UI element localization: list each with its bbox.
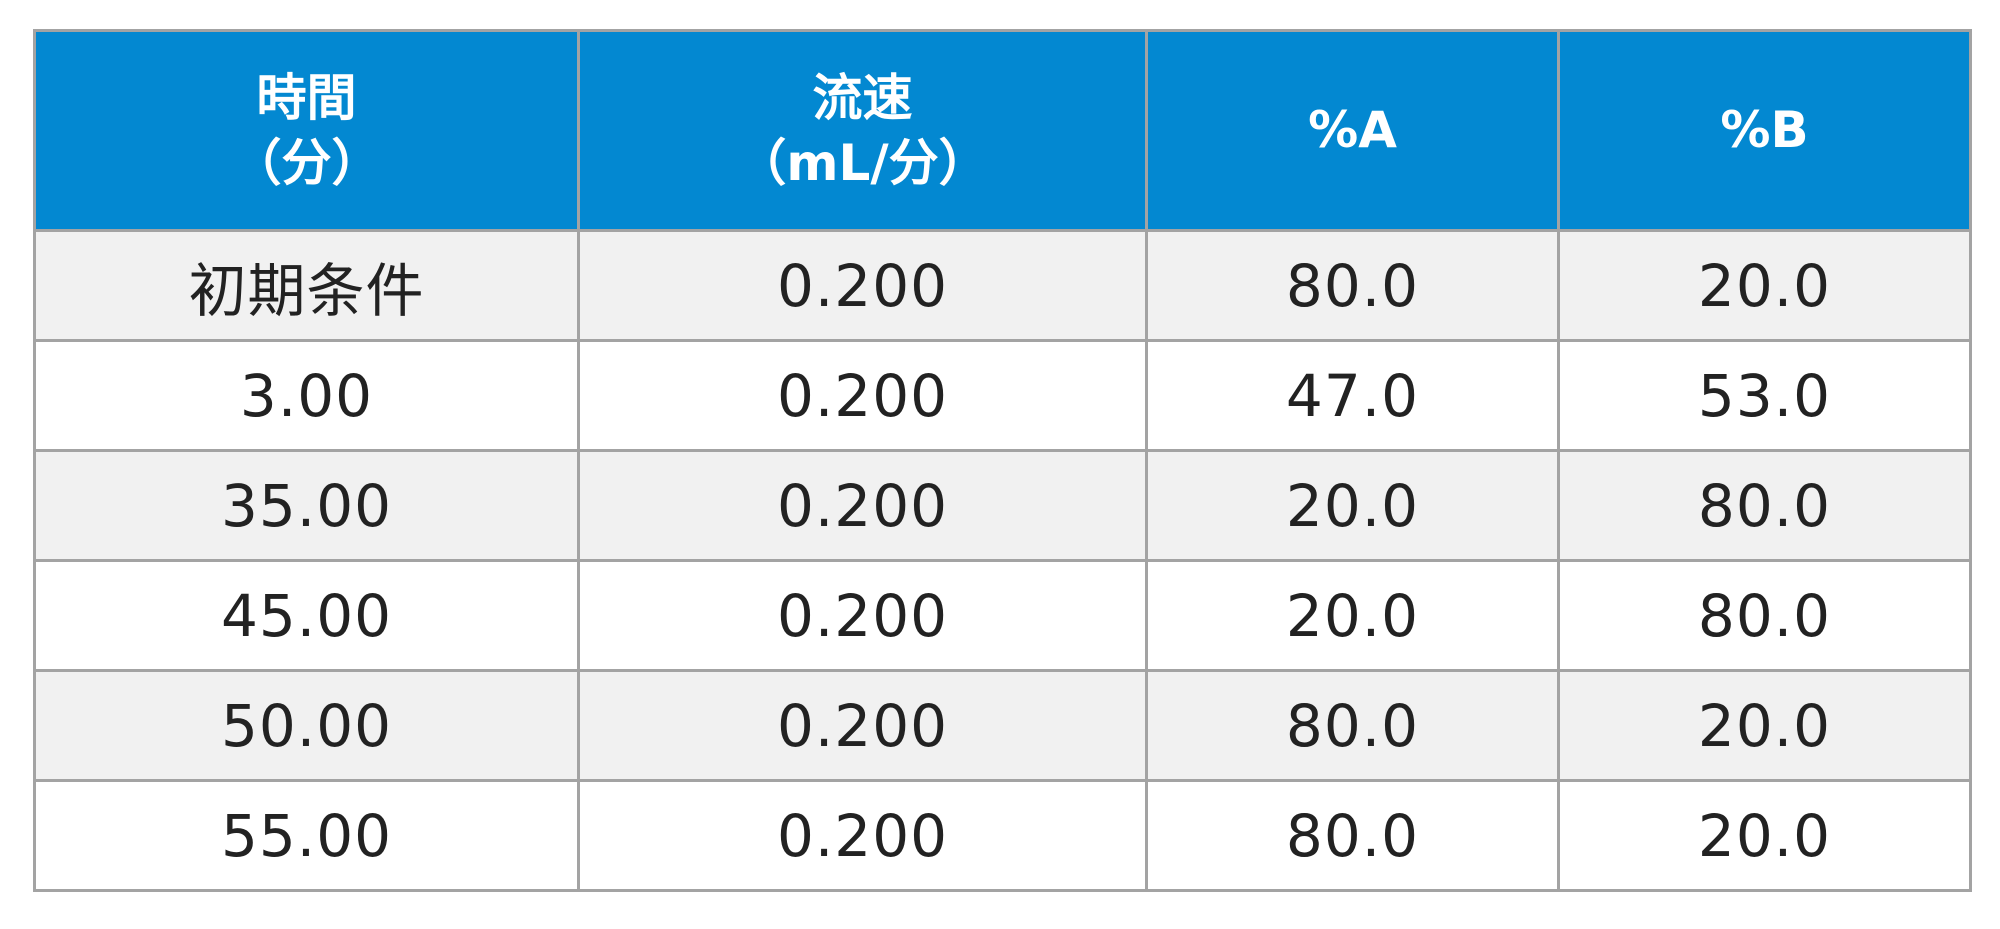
table-row: 50.00 0.200 80.0 20.0 [33,669,1972,782]
header-percent-a-label: %A [1308,101,1397,159]
cell-percent-b: 80.0 [1557,449,1972,562]
table-row: 3.00 0.200 47.0 53.0 [33,339,1972,452]
cell-percent-a: 47.0 [1145,339,1560,452]
header-time-unit: （分） [231,133,382,192]
cell-percent-b: 80.0 [1557,559,1972,672]
cell-percent-a: 20.0 [1145,559,1560,672]
header-flow-rate: 流速 （mL/分） [577,29,1148,232]
cell-flow-rate: 0.200 [577,339,1148,452]
table-row: 45.00 0.200 20.0 80.0 [33,559,1972,672]
header-percent-b: %B [1557,29,1972,232]
cell-percent-b: 20.0 [1557,779,1972,892]
cell-flow-rate: 0.200 [577,449,1148,562]
table-row: 35.00 0.200 20.0 80.0 [33,449,1972,562]
cell-time: 3.00 [33,339,580,452]
header-percent-b-label: %B [1720,101,1809,159]
header-flow-rate-unit: （mL/分） [736,133,989,192]
cell-time: 45.00 [33,559,580,672]
table-row: 55.00 0.200 80.0 20.0 [33,779,1972,892]
header-percent-a: %A [1145,29,1560,232]
cell-flow-rate: 0.200 [577,229,1148,342]
cell-percent-b: 20.0 [1557,669,1972,782]
header-flow-rate-label: 流速 [812,68,913,127]
gradient-table: 時間 （分） 流速 （mL/分） %A %B 初期条件 0.200 80.0 [33,29,1972,892]
cell-time: 35.00 [33,449,580,562]
cell-flow-rate: 0.200 [577,669,1148,782]
cell-flow-rate: 0.200 [577,779,1148,892]
gradient-table-container: 時間 （分） 流速 （mL/分） %A %B 初期条件 0.200 80.0 [33,29,1972,892]
cell-percent-a: 20.0 [1145,449,1560,562]
cell-percent-b: 20.0 [1557,229,1972,342]
cell-percent-a: 80.0 [1145,669,1560,782]
cell-percent-a: 80.0 [1145,229,1560,342]
table-header-row: 時間 （分） 流速 （mL/分） %A %B [33,29,1972,232]
cell-time: 55.00 [33,779,580,892]
cell-time: 50.00 [33,669,580,782]
cell-time: 初期条件 [33,229,580,342]
header-time: 時間 （分） [33,29,580,232]
cell-percent-a: 80.0 [1145,779,1560,892]
table-row: 初期条件 0.200 80.0 20.0 [33,229,1972,342]
cell-flow-rate: 0.200 [577,559,1148,672]
header-time-label: 時間 [256,68,357,127]
cell-percent-b: 53.0 [1557,339,1972,452]
